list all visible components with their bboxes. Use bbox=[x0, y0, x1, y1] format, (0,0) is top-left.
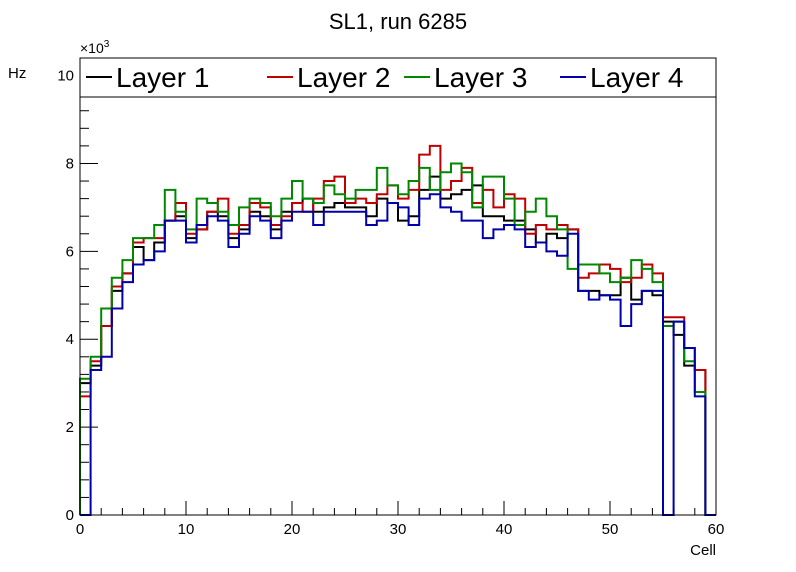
y-tick-label: 2 bbox=[66, 419, 74, 436]
legend: Layer 1 Layer 2 Layer 3 Layer 4 bbox=[79, 57, 717, 98]
x-tick-label: 0 bbox=[76, 521, 84, 538]
y-tick-label: 6 bbox=[66, 243, 74, 260]
y-axis-label: Hz bbox=[8, 65, 26, 82]
series-group bbox=[79, 144, 716, 516]
x-axis-label: Cell bbox=[690, 542, 716, 559]
legend-box bbox=[79, 57, 717, 98]
legend-label-layer-3: Layer 3 bbox=[434, 62, 527, 93]
series-line-layer-3 bbox=[79, 162, 716, 516]
y-multiplier-label: ×103 bbox=[80, 39, 110, 56]
legend-label-layer-1: Layer 1 bbox=[116, 62, 209, 93]
series-line-layer-4 bbox=[80, 193, 716, 516]
x-tick-label: 50 bbox=[602, 521, 619, 538]
y-tick-label: 10 bbox=[57, 68, 74, 85]
chart-title: SL1, run 6285 bbox=[329, 9, 467, 34]
y-tick-label: 0 bbox=[66, 507, 74, 524]
y-tick-label: 8 bbox=[66, 155, 74, 172]
x-tick-label: 60 bbox=[708, 521, 725, 538]
x-tick-label: 20 bbox=[284, 521, 301, 538]
series-line-layer-1 bbox=[79, 175, 716, 516]
legend-label-layer-4: Layer 4 bbox=[590, 62, 683, 93]
x-tick-label: 10 bbox=[178, 521, 195, 538]
legend-label-layer-2: Layer 2 bbox=[297, 62, 390, 93]
y-multiplier-exponent: 3 bbox=[104, 39, 110, 50]
axes-group: 0 10 20 30 40 50 60 0 2 4 6 8 10 bbox=[57, 68, 724, 538]
x-tick-label: 40 bbox=[496, 521, 513, 538]
y-tick-label: 4 bbox=[66, 331, 74, 348]
x-tick-label: 30 bbox=[390, 521, 407, 538]
